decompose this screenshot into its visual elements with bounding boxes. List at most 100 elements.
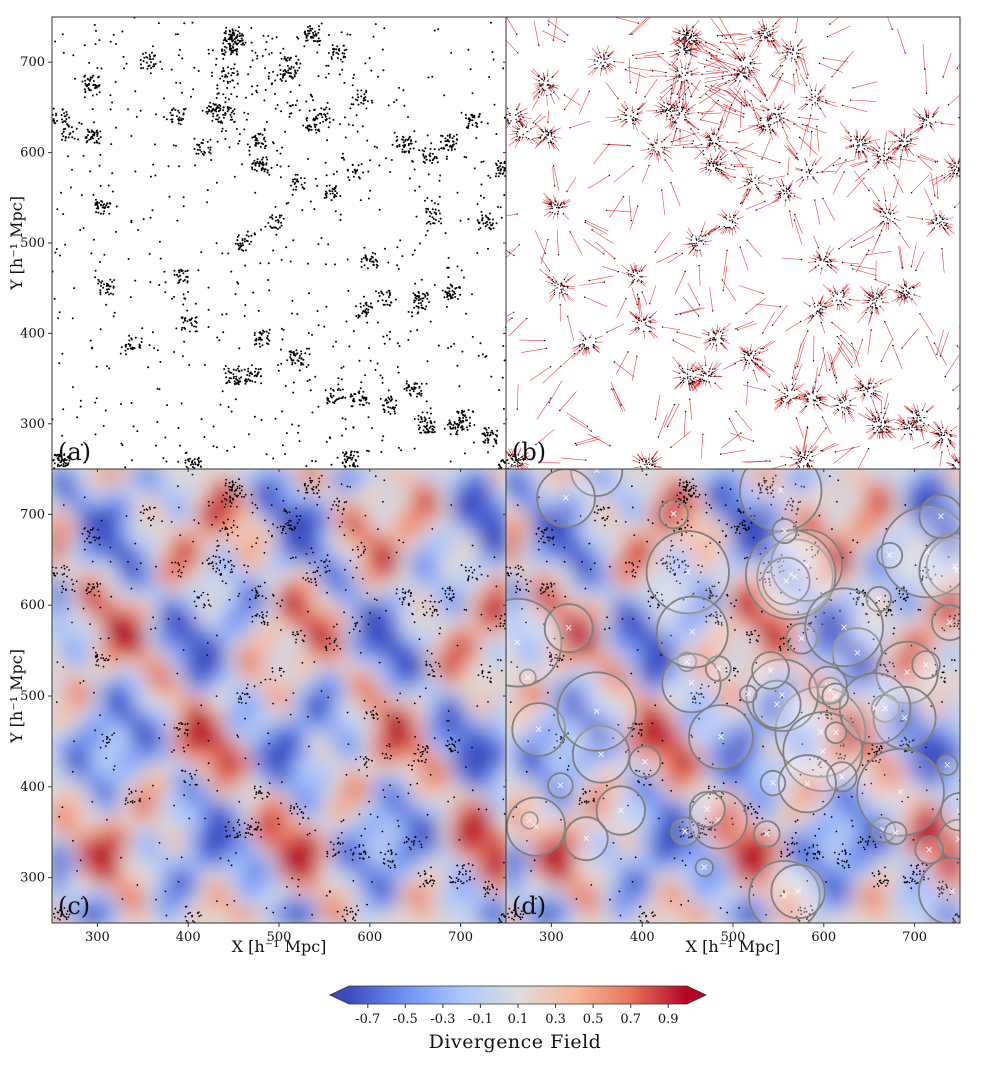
velocity-vector-tip (787, 402, 790, 404)
velocity-vector (721, 209, 727, 216)
velocity-vector-tip (708, 339, 710, 342)
velocity-vector (536, 85, 542, 89)
velocity-vector (796, 383, 805, 390)
velocity-vector (758, 188, 764, 195)
velocity-vector (891, 296, 899, 303)
velocity-vector-tip (594, 67, 596, 70)
velocity-vector (692, 19, 700, 28)
velocity-vector (674, 76, 680, 79)
velocity-vector-tip (764, 200, 766, 203)
velocity-vector (770, 384, 780, 391)
velocity-vector-tip (644, 96, 646, 98)
velocity-vector (737, 323, 758, 331)
velocity-vector (798, 56, 806, 61)
velocity-vector-tip (560, 202, 563, 204)
velocity-vector (879, 306, 885, 312)
velocity-vector (506, 463, 509, 465)
velocity-vector-tip (879, 211, 882, 213)
velocity-vector-tip (513, 465, 515, 467)
velocity-vector-tip (871, 311, 873, 313)
velocity-vector-tip (849, 404, 851, 406)
velocity-vector (653, 111, 661, 114)
velocity-vector-tip (856, 136, 858, 138)
velocity-vector-tip (513, 454, 516, 456)
velocity-vector (790, 58, 793, 63)
velocity-vector-tip (555, 201, 557, 203)
velocity-vector (595, 335, 604, 339)
velocity-vector (569, 231, 583, 255)
velocity-vector (869, 409, 876, 418)
velocity-vector-tip (847, 408, 849, 410)
velocity-vector-tip (816, 310, 819, 312)
velocity-vector-tip (730, 164, 732, 166)
velocity-vector-tip (796, 388, 798, 391)
velocity-vector (770, 464, 786, 469)
velocity-vector (735, 210, 740, 216)
velocity-vector-tip (599, 52, 601, 54)
velocity-vector (649, 331, 656, 339)
velocity-vector (602, 143, 628, 146)
velocity-vector (779, 456, 792, 458)
velocity-vector-tip (550, 93, 552, 96)
velocity-vector (557, 213, 559, 220)
velocity-vector (871, 235, 881, 253)
velocity-vector-tip (769, 35, 771, 37)
velocity-vector-tip (874, 417, 877, 420)
velocity-vector (605, 45, 610, 53)
velocity-vector-tip (905, 286, 907, 288)
velocity-vector-tip (798, 397, 800, 399)
velocity-vector-tip (752, 84, 755, 87)
velocity-vector-tip (743, 91, 746, 93)
velocity-vector-tip (591, 229, 593, 231)
velocity-vector-tip (714, 382, 716, 384)
velocity-vector-tip (545, 136, 547, 138)
velocity-vector-tip (772, 28, 774, 31)
velocity-vector (553, 17, 558, 41)
velocity-vector-tip (772, 37, 774, 40)
velocity-vector-tip (835, 377, 838, 379)
velocity-vector-tip (793, 389, 796, 391)
velocity-vector-tip (900, 140, 902, 142)
velocity-vector (711, 82, 727, 92)
velocity-vector-tip (881, 431, 883, 433)
velocity-vector-tip (677, 49, 680, 51)
velocity-vector (684, 41, 686, 46)
velocity-vector (691, 361, 696, 369)
velocity-vector-tip (814, 199, 816, 201)
velocity-vector-tip (548, 270, 551, 272)
velocity-vector (720, 149, 727, 158)
velocity-vector-tip (883, 152, 885, 155)
velocity-vector (674, 76, 680, 78)
velocity-vector-tip (792, 48, 794, 50)
velocity-vector (699, 134, 707, 138)
velocity-vector (506, 120, 509, 124)
velocity-vector-tip (695, 39, 698, 41)
velocity-vector-tip (638, 328, 640, 330)
velocity-vector-tip (901, 424, 903, 426)
velocity-vector-tip (840, 402, 842, 404)
velocity-vector-tip (945, 224, 947, 226)
velocity-vector (696, 42, 704, 48)
velocity-vector (933, 442, 940, 449)
velocity-vector-tip (546, 75, 548, 77)
velocity-vector (928, 424, 937, 432)
velocity-vector-tip (735, 410, 737, 413)
velocity-vector-tip (632, 270, 635, 272)
velocity-vector (674, 106, 680, 109)
velocity-vector-tip (741, 65, 743, 67)
velocity-vector (746, 382, 749, 406)
velocity-vector-tip (806, 84, 808, 87)
velocity-vector-tip (884, 425, 886, 428)
velocity-vector (810, 315, 815, 321)
velocity-vector-tip (809, 460, 811, 462)
velocity-vector (908, 296, 913, 302)
velocity-vector-tip (632, 165, 634, 167)
velocity-vector-tip (687, 376, 689, 378)
velocity-vector (737, 80, 741, 88)
velocity-vector-tip (688, 380, 690, 382)
velocity-vector-tip (794, 397, 796, 399)
velocity-vector (857, 385, 863, 388)
velocity-vector (564, 273, 569, 280)
velocity-vector (768, 77, 781, 100)
velocity-vector (854, 387, 861, 389)
